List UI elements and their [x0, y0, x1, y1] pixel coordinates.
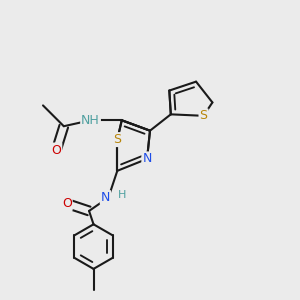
Text: N: N	[101, 191, 110, 204]
Text: S: S	[200, 109, 208, 122]
Text: N: N	[142, 152, 152, 165]
Text: NH: NH	[81, 114, 100, 127]
Text: O: O	[51, 143, 61, 157]
Text: H: H	[118, 190, 126, 200]
Text: O: O	[62, 197, 72, 210]
Text: S: S	[113, 133, 121, 146]
